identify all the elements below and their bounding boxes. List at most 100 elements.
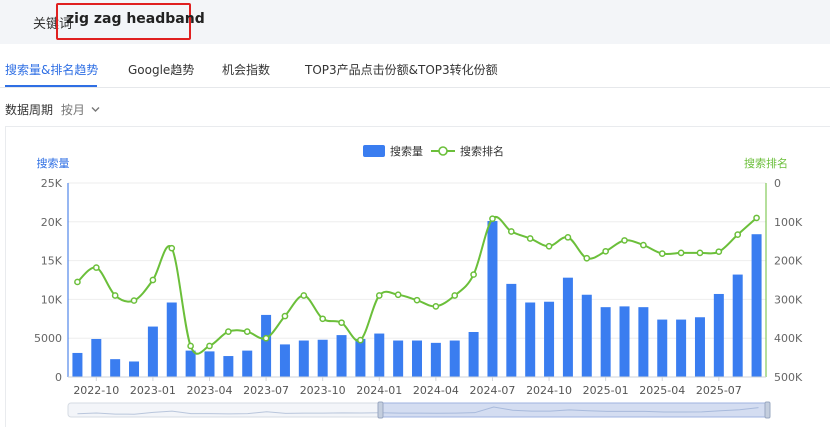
keyword-label: 关键词 xyxy=(33,17,73,32)
rank-point xyxy=(715,248,723,256)
y-left-tick-label: 0 xyxy=(55,371,62,384)
bar xyxy=(204,351,215,377)
rank-point xyxy=(338,319,345,327)
x-tick-label: 2023-07 xyxy=(243,384,289,397)
rank-point xyxy=(187,342,194,350)
legend-bar-label: 搜索量 xyxy=(390,144,423,158)
period-dropdown[interactable]: 按月 xyxy=(61,103,100,117)
keyword-highlight-box xyxy=(56,3,191,40)
rank-line xyxy=(76,216,758,355)
rank-point xyxy=(206,342,213,350)
y-left-tick-label: 5000 xyxy=(34,332,62,345)
bar xyxy=(525,302,536,377)
keyword-value[interactable]: zig zag headband xyxy=(66,11,205,27)
rank-point xyxy=(470,271,477,278)
bar xyxy=(487,221,498,377)
x-tick-label: 2024-01 xyxy=(356,384,402,397)
bar xyxy=(72,352,83,377)
rank-point xyxy=(111,292,119,299)
y-left-tick-label: 25K xyxy=(41,177,63,190)
legend-line-marker xyxy=(438,146,448,156)
zoom-handle-left[interactable] xyxy=(377,401,384,419)
bar xyxy=(223,356,234,377)
y-right-tick-label: 400K xyxy=(774,332,803,345)
bar xyxy=(430,342,441,377)
bar xyxy=(298,340,309,377)
zoom-preview-line xyxy=(77,406,759,415)
zoom-handle-right[interactable] xyxy=(764,401,771,419)
rank-point xyxy=(507,228,515,235)
chevron-down-icon xyxy=(91,107,100,112)
bar xyxy=(676,319,687,377)
tab-google-trends[interactable]: Google趋势 xyxy=(128,63,195,77)
rank-point xyxy=(281,312,289,320)
data-period-label: 数据周期 xyxy=(5,103,54,117)
bar xyxy=(562,277,573,377)
x-tick-label: 2025-01 xyxy=(583,384,629,397)
bar xyxy=(110,359,121,377)
y-right-axis-title: 搜索排名 xyxy=(744,156,788,170)
tab-top3-share[interactable]: TOP3产品点击份额&TOP3转化份额 xyxy=(305,63,498,77)
rank-point xyxy=(451,292,459,299)
bar xyxy=(166,302,177,377)
rank-point xyxy=(149,276,157,284)
bar xyxy=(91,338,102,377)
data-period: 数据周期 按月 xyxy=(5,101,100,118)
bar xyxy=(279,344,290,377)
bar xyxy=(185,350,196,377)
rank-point xyxy=(262,334,270,342)
tab-bar: 搜索量&排名趋势 Google趋势 机会指数 TOP3产品点击份额&TOP3转化… xyxy=(0,44,830,88)
keyword-bar: 关键词 zig zag headband xyxy=(0,0,830,44)
rank-point xyxy=(413,296,421,304)
legend-line-label: 搜索排名 xyxy=(460,144,504,158)
rank-point xyxy=(243,328,251,335)
rank-point xyxy=(432,303,440,310)
rank-point xyxy=(375,292,383,299)
bar xyxy=(374,333,385,377)
tab-search-volume-rank[interactable]: 搜索量&排名趋势 xyxy=(5,63,99,77)
bar xyxy=(129,361,140,377)
rank-point xyxy=(74,278,81,286)
legend-bar-swatch xyxy=(363,145,385,157)
bar xyxy=(147,326,158,377)
bar xyxy=(336,335,347,377)
bar xyxy=(317,339,328,377)
y-left-tick-label: 10K xyxy=(41,293,63,306)
rank-point xyxy=(130,297,138,304)
rank-point xyxy=(621,237,628,244)
rank-point xyxy=(357,336,364,344)
bar xyxy=(449,340,460,377)
rank-point xyxy=(489,215,496,223)
rank-point xyxy=(583,254,591,262)
rank-point xyxy=(658,250,666,257)
zoom-window[interactable] xyxy=(381,402,769,418)
trend-chart: 0 5000 10K 15K 20K 25K 0 100K 200K 300K 400K 500K 20… xyxy=(34,144,803,419)
rank-point xyxy=(225,328,232,335)
x-tick-label: 2024-10 xyxy=(526,384,572,397)
rank-point xyxy=(526,235,534,242)
y-right-tick-label: 500K xyxy=(774,371,803,384)
rank-point xyxy=(696,249,704,257)
y-right-tick-label: 200K xyxy=(774,255,803,268)
chart-legend: 搜索量 搜索排名 xyxy=(363,144,504,158)
bar xyxy=(242,350,253,377)
line-series xyxy=(74,214,760,355)
bar xyxy=(544,301,555,377)
rank-point xyxy=(300,292,308,299)
bar xyxy=(355,338,366,377)
zoom-slider xyxy=(67,401,771,419)
tab-opportunity-index[interactable]: 机会指数 xyxy=(222,63,271,77)
x-tick-label: 2024-07 xyxy=(469,384,515,397)
bar xyxy=(581,294,592,377)
rank-point xyxy=(640,241,647,249)
y-right-tick-label: 100K xyxy=(774,216,803,229)
bar xyxy=(261,314,272,377)
bar xyxy=(506,283,517,377)
bar xyxy=(412,340,422,377)
rank-point xyxy=(734,231,742,238)
period-dropdown-value: 按月 xyxy=(60,103,85,117)
rank-point xyxy=(394,291,402,299)
bar xyxy=(713,293,724,377)
rank-point xyxy=(319,315,327,323)
rank-point xyxy=(602,247,609,255)
